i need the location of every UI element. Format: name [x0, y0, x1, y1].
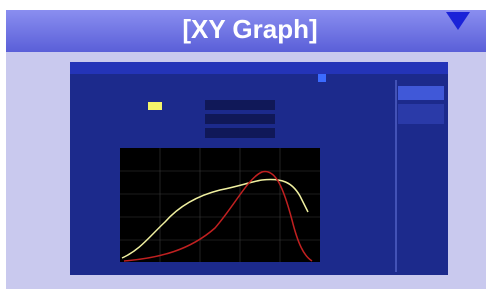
active-tab [318, 74, 326, 82]
screen-tabs [70, 62, 448, 74]
header-title: [XY Graph] [182, 14, 317, 44]
readout [205, 114, 275, 124]
plot-area [120, 148, 320, 262]
page: [XY Graph] (() => { const data = JSON.pa… [0, 0, 492, 289]
indicator [148, 102, 162, 110]
readout [205, 128, 275, 138]
side-button [398, 86, 444, 100]
readout [205, 100, 275, 110]
side-button [398, 104, 444, 124]
screenshot: [XY Graph] [0, 0, 492, 289]
